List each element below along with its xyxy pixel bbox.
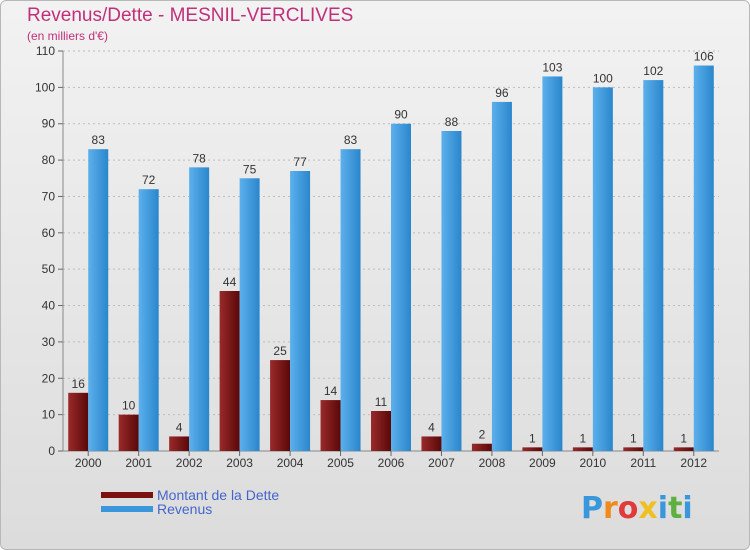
bar-revenue-2003 xyxy=(239,178,260,452)
data-label-revenue-2005: 83 xyxy=(344,133,358,147)
logo-letter: t xyxy=(668,491,683,526)
data-label-debt-2008: 2 xyxy=(479,428,486,442)
logo-letter: x xyxy=(638,491,658,526)
data-label-revenue-2010: 100 xyxy=(593,71,613,85)
y-tick-label: 110 xyxy=(36,44,55,58)
data-label-revenue-2004: 77 xyxy=(293,155,307,169)
data-label-debt-2006: 11 xyxy=(375,395,388,409)
logo-letter: o xyxy=(617,491,639,526)
legend-label-revenue: Revenus xyxy=(157,501,213,517)
data-label-debt-2010: 1 xyxy=(580,431,587,445)
bar-debt-2008 xyxy=(471,443,492,451)
data-label-revenue-2011: 102 xyxy=(643,64,663,78)
bar-debt-2005 xyxy=(320,400,341,451)
bar-revenue-2002 xyxy=(189,167,210,451)
data-label-debt-2009: 1 xyxy=(529,431,536,445)
y-tick-label: 10 xyxy=(42,408,56,422)
data-label-revenue-2003: 75 xyxy=(243,162,257,176)
x-tick-label-2000: 2000 xyxy=(75,456,102,470)
data-label-revenue-2006: 90 xyxy=(394,108,408,122)
data-label-revenue-2002: 78 xyxy=(192,151,206,165)
legend-swatch-debt xyxy=(101,492,153,498)
logo-letter: i xyxy=(682,491,693,526)
data-label-debt-2000: 16 xyxy=(72,377,86,391)
bar-debt-2002 xyxy=(169,436,190,451)
bar-revenue-2004 xyxy=(290,171,311,451)
data-label-debt-2012: 1 xyxy=(680,431,687,445)
bar-revenue-2006 xyxy=(391,123,411,452)
bar-debt-2007 xyxy=(421,436,442,451)
bar-revenue-2000 xyxy=(88,149,109,451)
bar-debt-2011 xyxy=(623,447,644,451)
bar-debt-2009 xyxy=(522,447,543,451)
x-tick-label-2005: 2005 xyxy=(327,456,354,470)
data-label-revenue-2012: 106 xyxy=(694,50,714,64)
y-tick-label: 90 xyxy=(42,117,56,131)
data-label-revenue-2009: 103 xyxy=(542,60,562,74)
logo-letter: i xyxy=(657,491,669,526)
x-tick-label-2003: 2003 xyxy=(226,456,253,470)
data-label-debt-2004: 25 xyxy=(273,344,287,358)
data-label-debt-2007: 4 xyxy=(428,420,435,434)
data-label-debt-2002: 4 xyxy=(176,420,183,434)
bar-revenue-2007 xyxy=(441,131,462,451)
data-label-revenue-2000: 83 xyxy=(92,133,106,147)
data-label-revenue-2007: 88 xyxy=(445,115,459,129)
proxiti-logo: Proxiti xyxy=(581,491,693,526)
bar-revenue-2012 xyxy=(693,65,714,451)
bar-debt-2004 xyxy=(270,360,291,451)
legend-label-debt: Montant de la Dette xyxy=(157,487,280,503)
legend-item-debt: Montant de la Dette xyxy=(101,487,280,503)
bar-revenue-2001 xyxy=(138,189,159,451)
bar-debt-2000 xyxy=(68,392,89,451)
logo-letter: P xyxy=(581,491,603,526)
legend-item-revenue: Revenus xyxy=(101,501,213,517)
y-tick-label: 20 xyxy=(42,371,56,385)
bar-debt-2006 xyxy=(371,411,391,451)
bar-debt-2003 xyxy=(219,291,240,451)
x-tick-label-2011: 2011 xyxy=(630,456,656,470)
y-tick-label: 60 xyxy=(42,226,56,240)
bar-revenue-2010 xyxy=(592,87,613,451)
chart-subtitle: (en milliers d'€) xyxy=(27,29,108,43)
x-tick-label-2006: 2006 xyxy=(378,456,405,470)
x-tick-label-2012: 2012 xyxy=(680,456,707,470)
x-tick-label-2001: 2001 xyxy=(125,456,152,470)
bar-debt-2001 xyxy=(118,414,139,451)
legend-swatch-revenue xyxy=(101,506,153,512)
bar-revenue-2009 xyxy=(542,76,563,452)
data-label-debt-2001: 10 xyxy=(122,399,136,413)
data-label-debt-2005: 14 xyxy=(324,384,338,398)
bar-revenue-2011 xyxy=(643,80,664,451)
bar-debt-2012 xyxy=(673,447,694,451)
data-label-revenue-2001: 72 xyxy=(142,173,156,187)
y-tick-label: 100 xyxy=(35,80,55,94)
x-tick-label-2008: 2008 xyxy=(479,456,506,470)
data-label-debt-2011: 1 xyxy=(630,431,637,445)
y-tick-label: 30 xyxy=(42,335,56,349)
x-tick-label-2002: 2002 xyxy=(176,456,203,470)
bar-debt-2010 xyxy=(572,447,593,451)
x-tick-label-2010: 2010 xyxy=(579,456,606,470)
data-label-revenue-2008: 96 xyxy=(495,86,509,100)
x-tick-label-2007: 2007 xyxy=(428,456,455,470)
y-tick-label: 80 xyxy=(42,153,56,167)
y-tick-label: 0 xyxy=(48,444,55,458)
data-label-debt-2003: 44 xyxy=(223,275,237,289)
y-tick-label: 40 xyxy=(42,299,56,313)
chart-title: Revenus/Dette - MESNIL-VERCLIVES xyxy=(27,5,354,26)
x-tick-label-2009: 2009 xyxy=(529,456,556,470)
x-tick-label-2004: 2004 xyxy=(277,456,304,470)
bar-revenue-2005 xyxy=(340,149,361,451)
bar-revenue-2008 xyxy=(491,101,512,451)
y-tick-label: 70 xyxy=(42,189,56,203)
y-tick-label: 50 xyxy=(42,262,56,276)
logo-letter: r xyxy=(603,491,618,526)
